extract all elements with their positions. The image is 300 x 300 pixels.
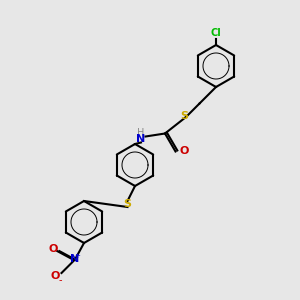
Text: -: -: [58, 275, 62, 286]
Text: O: O: [50, 271, 60, 281]
Text: N: N: [136, 134, 146, 145]
Text: S: S: [181, 110, 188, 121]
Text: S: S: [124, 199, 131, 209]
Text: Cl: Cl: [211, 28, 221, 38]
Text: O: O: [179, 146, 189, 157]
Text: +: +: [74, 254, 80, 260]
Text: O: O: [48, 244, 58, 254]
Text: N: N: [70, 254, 80, 265]
Text: H: H: [137, 128, 145, 139]
